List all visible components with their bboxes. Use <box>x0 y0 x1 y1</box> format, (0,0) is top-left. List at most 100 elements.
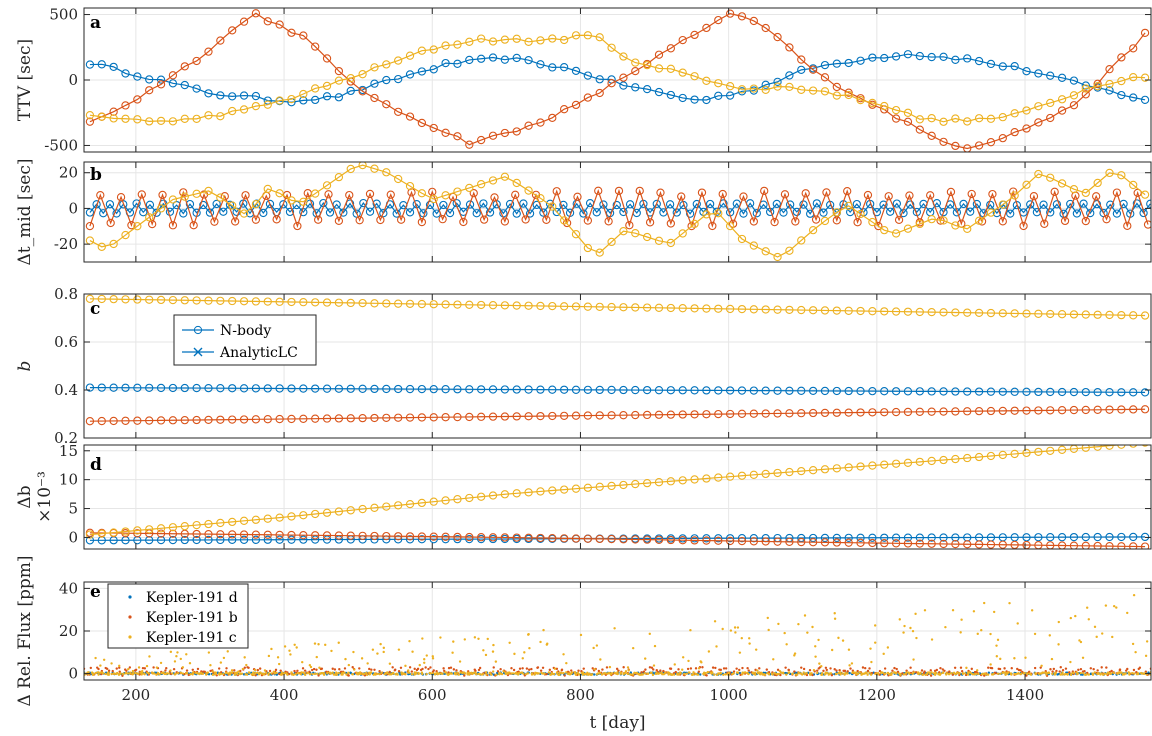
data-point <box>317 643 320 646</box>
data-point <box>391 666 394 669</box>
data-point <box>107 673 111 676</box>
data-marker <box>894 215 904 224</box>
data-marker <box>156 75 166 84</box>
data-point <box>584 673 587 676</box>
data-point <box>743 671 746 674</box>
data-point <box>1001 671 1004 674</box>
data-marker <box>417 189 427 198</box>
data-marker <box>1009 187 1018 196</box>
data-point <box>233 669 236 672</box>
data-marker <box>880 101 889 111</box>
data-marker <box>145 200 155 209</box>
data-marker <box>180 114 189 123</box>
data-point <box>787 668 791 672</box>
data-marker <box>808 466 818 475</box>
data-marker <box>1010 449 1019 459</box>
data-marker <box>773 32 782 42</box>
data-marker <box>204 519 213 529</box>
data-point <box>408 666 412 669</box>
data-marker <box>808 408 818 418</box>
data-point <box>378 670 381 673</box>
data-point <box>449 666 453 669</box>
data-point <box>492 643 495 647</box>
data-marker <box>654 478 664 487</box>
data-point <box>763 673 766 676</box>
series-line <box>89 445 1125 536</box>
data-marker <box>560 216 569 225</box>
data-point <box>423 658 426 661</box>
legend-dot <box>128 635 132 639</box>
data-point <box>289 653 292 656</box>
data-point <box>1051 672 1054 675</box>
data-marker <box>702 386 711 395</box>
data-marker <box>714 15 723 25</box>
data-marker <box>465 300 474 309</box>
y-axis-scale-label: ×10⁻³ <box>35 471 55 523</box>
data-marker <box>1105 405 1114 414</box>
data-marker <box>132 199 141 208</box>
data-marker <box>1069 541 1079 549</box>
data-point <box>806 631 809 634</box>
data-point <box>965 666 968 670</box>
data-marker <box>678 35 687 45</box>
data-point <box>306 671 309 675</box>
data-marker <box>832 208 841 217</box>
data-point <box>424 666 427 669</box>
data-point <box>929 674 933 677</box>
data-marker <box>524 488 533 497</box>
data-point <box>386 671 389 675</box>
data-point <box>1068 671 1071 674</box>
data-point <box>847 648 851 651</box>
data-marker <box>939 52 948 61</box>
data-marker <box>820 465 830 474</box>
data-point <box>129 671 132 674</box>
data-point <box>610 672 614 675</box>
data-marker <box>571 484 581 493</box>
data-point <box>485 673 488 676</box>
data-point <box>811 625 814 629</box>
data-point <box>619 672 623 675</box>
series-line <box>89 408 1146 422</box>
data-point <box>315 655 318 659</box>
data-point <box>546 642 549 645</box>
data-point <box>321 672 324 675</box>
data-point <box>482 649 485 652</box>
data-marker <box>714 473 723 482</box>
data-point <box>944 625 947 629</box>
data-marker <box>370 299 379 308</box>
data-point <box>141 669 144 673</box>
data-point <box>905 669 908 672</box>
data-point <box>643 672 647 675</box>
data-point <box>1003 667 1006 670</box>
data-point <box>891 669 894 672</box>
data-marker <box>844 58 853 68</box>
data-marker <box>749 409 758 418</box>
series-line <box>89 298 1146 317</box>
data-point <box>903 624 906 628</box>
series-c-yellow <box>85 294 1150 320</box>
data-marker <box>465 493 474 503</box>
data-marker <box>666 410 675 419</box>
data-marker <box>1105 541 1114 549</box>
data-marker <box>1117 76 1126 86</box>
data-point <box>333 668 337 671</box>
data-marker <box>121 69 130 78</box>
data-marker <box>761 247 770 256</box>
y-tick-label: 0 <box>68 199 78 217</box>
data-marker <box>773 468 782 478</box>
data-marker <box>844 408 853 417</box>
data-point <box>883 667 887 670</box>
data-point <box>1006 672 1009 675</box>
data-marker <box>963 453 972 463</box>
data-marker <box>204 415 213 425</box>
data-marker <box>137 190 146 199</box>
x-tick-label: 1000 <box>710 686 748 704</box>
data-point <box>652 668 655 671</box>
data-marker <box>521 215 530 224</box>
data-marker <box>394 413 403 422</box>
data-marker <box>1069 91 1079 100</box>
data-point <box>315 668 318 671</box>
data-point <box>602 672 606 675</box>
data-marker <box>654 50 664 59</box>
